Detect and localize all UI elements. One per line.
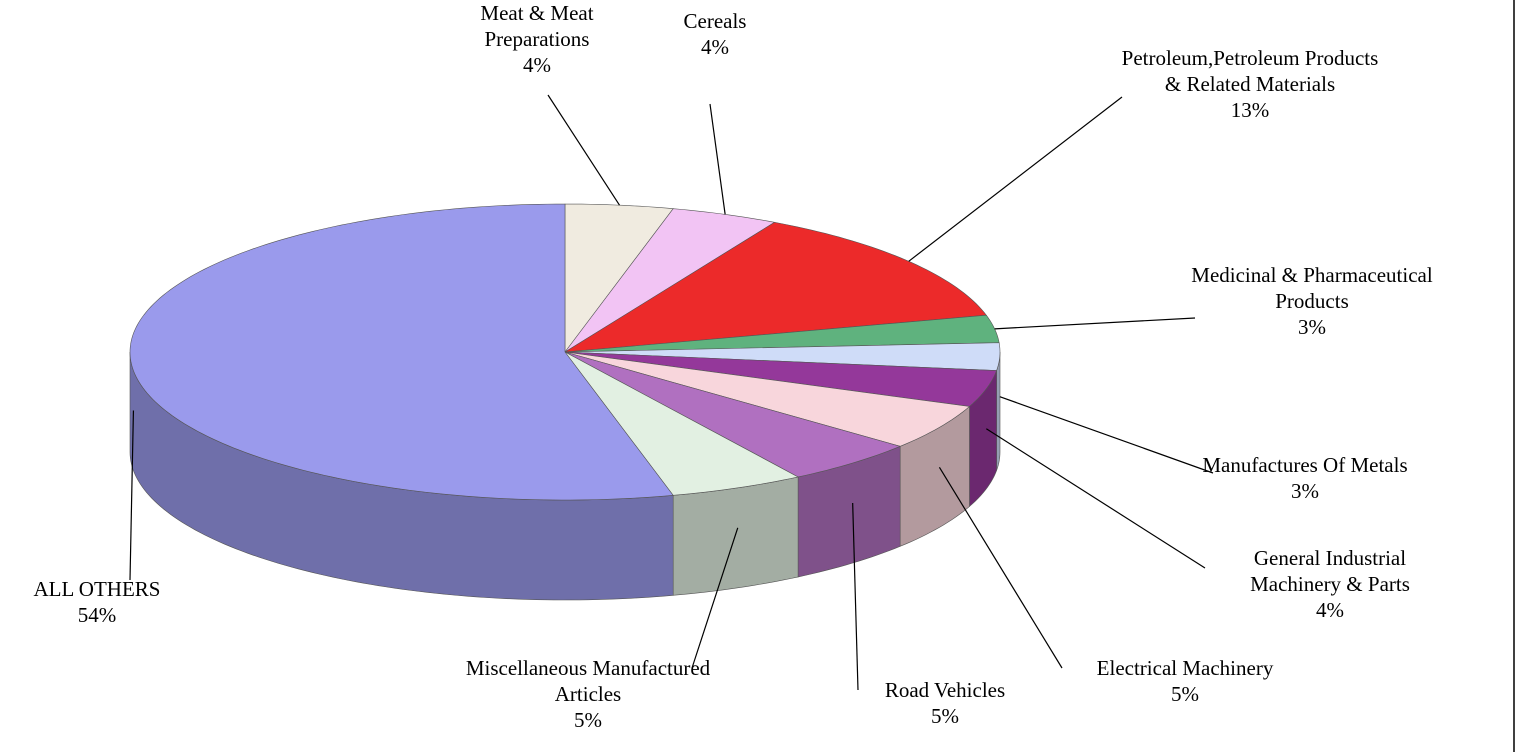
slice: [564, 351, 902, 478]
category-name: Petroleum,Petroleum Products & Related M…: [1121, 46, 1379, 96]
percent-label: 3%: [1298, 315, 1326, 339]
slice: [564, 203, 674, 353]
slice: [564, 314, 1000, 353]
slice: [564, 351, 998, 407]
percent-label: 54%: [77, 603, 117, 627]
slice: [564, 221, 987, 353]
percent-label: 5%: [931, 704, 959, 728]
leader-line: [938, 467, 1063, 669]
slice-label: Miscellaneous Manufactured Articles 5%: [443, 655, 733, 733]
leader-line: [547, 94, 621, 206]
percent-label: 5%: [1171, 682, 1199, 706]
leader-line: [999, 396, 1214, 474]
percent-label: 3%: [1291, 479, 1319, 503]
slice-label: General Industrial Machinery & Parts 4%: [1210, 545, 1450, 623]
leader-line: [709, 103, 726, 215]
slice-label: Medicinal & Pharmaceutical Products 3%: [1182, 262, 1442, 340]
percent-label: 5%: [574, 708, 602, 732]
slice: [129, 203, 674, 501]
slice: [564, 208, 776, 353]
slice-label: Electrical Machinery 5%: [1050, 655, 1320, 707]
leader-line: [691, 527, 739, 669]
slice-label: ALL OTHERS 54%: [0, 576, 197, 628]
category-name: General Industrial Machinery & Parts: [1250, 546, 1410, 596]
leader-line: [994, 317, 1196, 330]
category-name: Miscellaneous Manufactured Articles: [465, 656, 711, 706]
slice-label: Petroleum,Petroleum Products & Related M…: [1120, 45, 1380, 123]
slice: [564, 342, 1001, 371]
leader-line: [908, 96, 1123, 262]
slice-label: Meat & Meat Preparations 4%: [442, 0, 632, 78]
slice-label: Manufactures Of Metals 3%: [1180, 452, 1430, 504]
slice: [564, 351, 799, 496]
slice: [564, 351, 971, 447]
category-name: Cereals: [683, 9, 747, 33]
leader-line: [852, 502, 859, 691]
category-name: Road Vehicles: [884, 678, 1006, 702]
slice-label: Road Vehicles 5%: [850, 677, 1040, 729]
percent-label: 4%: [523, 53, 551, 77]
percent-label: 4%: [701, 35, 729, 59]
category-name: Medicinal & Pharmaceutical Products: [1191, 263, 1433, 313]
category-name: ALL OTHERS: [33, 577, 161, 601]
category-name: Manufactures Of Metals: [1202, 453, 1408, 477]
category-name: Meat & Meat Preparations: [480, 1, 594, 51]
leader-line: [129, 410, 135, 581]
percent-label: 4%: [1316, 598, 1344, 622]
slice-label: Cereals 4%: [655, 8, 775, 60]
percent-label: 13%: [1230, 98, 1270, 122]
category-name: Electrical Machinery: [1096, 656, 1274, 680]
leader-line: [986, 428, 1206, 569]
